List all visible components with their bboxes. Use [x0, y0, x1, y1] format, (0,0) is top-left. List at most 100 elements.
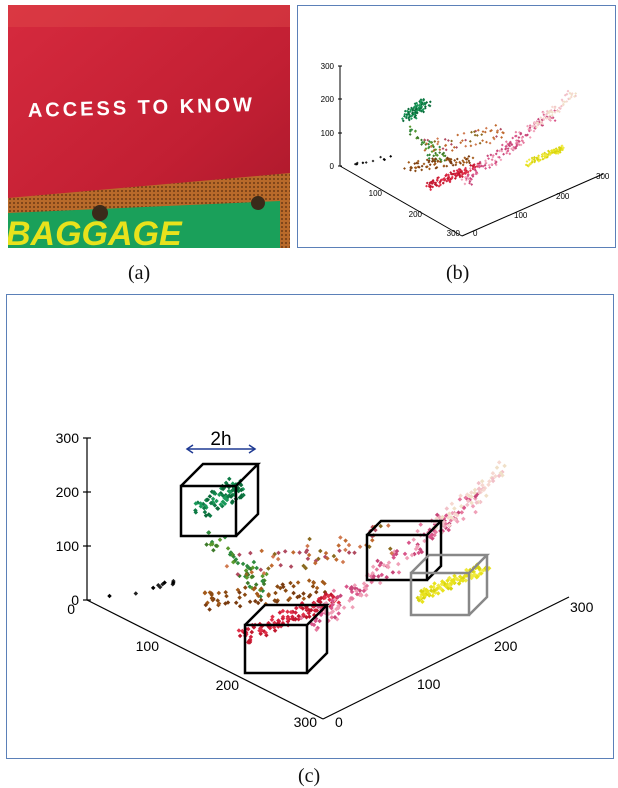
brown-point	[430, 160, 434, 163]
z-tick-c-0: 0	[71, 592, 79, 608]
pink-point	[335, 594, 341, 600]
pink-point	[404, 555, 410, 561]
red-point	[293, 610, 298, 615]
brown-point	[311, 580, 317, 586]
mixed-point	[500, 136, 504, 139]
yellow-point	[439, 581, 445, 587]
pink-point	[467, 177, 471, 181]
pink-point	[504, 140, 508, 144]
pink-light-point	[541, 111, 545, 115]
green-trail-point	[206, 530, 211, 535]
bandwidth-label: 2h	[210, 429, 231, 450]
mixed-point	[340, 559, 346, 565]
black-point	[133, 591, 139, 596]
mixed-point	[438, 148, 442, 152]
mixed-point	[297, 550, 302, 555]
mixed-point	[490, 129, 493, 132]
mixed-point	[462, 131, 466, 135]
pink-point	[468, 179, 472, 183]
mixed-point	[456, 133, 460, 137]
mixed-point	[433, 148, 436, 152]
pink-point	[468, 181, 472, 185]
pink-light-point	[487, 479, 492, 484]
left-tick-b-200: 200	[409, 210, 423, 219]
pink-light-point	[459, 504, 464, 509]
pink-light-point	[532, 124, 536, 128]
green-trail-point	[410, 128, 414, 132]
bandwidth-indicator: 2h	[185, 429, 257, 454]
green-trail-point	[254, 565, 259, 571]
z-tick-b-200: 200	[321, 95, 335, 104]
green-trail-point	[240, 561, 246, 567]
yellow-point	[451, 580, 456, 585]
z-tick-c-100: 100	[56, 538, 80, 554]
pink-point	[457, 497, 463, 502]
green-point	[401, 119, 405, 123]
mixed-point	[278, 563, 283, 568]
pink-point	[536, 117, 540, 121]
brown-point	[414, 166, 418, 170]
green-trail-point	[210, 541, 215, 547]
green-point	[410, 117, 413, 121]
red-point	[444, 174, 448, 178]
scatter-panel-c: 300 200 100 0 0 100 200 300 0 100 200 30…	[6, 294, 614, 759]
pink-light-point	[543, 114, 546, 118]
pink-point	[473, 494, 478, 499]
green-trail-point	[434, 151, 438, 155]
pink-point	[309, 621, 315, 627]
green-point	[230, 499, 235, 504]
red-point	[453, 177, 457, 180]
mixed-point	[269, 563, 274, 568]
pink-point	[519, 132, 523, 136]
green-trail-point	[438, 145, 442, 149]
mixed-point	[282, 549, 288, 554]
yellow-point	[477, 566, 482, 571]
pink-light-point	[566, 89, 570, 93]
mixed-point	[492, 137, 496, 141]
mixed-point	[352, 550, 357, 556]
brown-point	[465, 161, 469, 164]
black-point	[364, 161, 368, 164]
brown-point	[432, 163, 436, 167]
brown-point	[454, 161, 458, 164]
pink-point	[489, 153, 493, 157]
red-point	[461, 172, 465, 175]
mixed-point	[323, 550, 329, 556]
mixed-point	[346, 550, 352, 555]
mixed-point	[444, 148, 448, 152]
mixed-point	[306, 552, 312, 558]
pink-point	[506, 149, 510, 153]
pink-point	[352, 583, 358, 588]
pink-light-point	[486, 482, 491, 488]
mixed-point	[483, 130, 487, 134]
pink-light-point	[440, 514, 445, 520]
pink-point	[553, 119, 557, 123]
z-tick-b-0: 0	[330, 162, 335, 171]
brown-point	[458, 160, 462, 164]
green-point	[422, 97, 426, 101]
yellow-point	[525, 160, 529, 163]
brown-point	[454, 163, 458, 167]
axes-b	[338, 65, 604, 237]
mixed-point	[450, 139, 454, 143]
right-tick-c-100: 100	[417, 676, 441, 692]
black-point	[382, 157, 386, 161]
brown-point	[301, 591, 306, 596]
mixed-point	[502, 131, 505, 135]
yellow-point	[529, 162, 533, 165]
green-point	[423, 106, 427, 110]
z-tick-c-300: 300	[56, 430, 80, 446]
pink-window	[365, 519, 445, 582]
mixed-point	[475, 134, 479, 137]
green-trail-point	[442, 154, 446, 158]
pink-light-point	[476, 480, 481, 486]
arrow-head-right	[248, 444, 257, 454]
green-point	[405, 109, 409, 113]
pink-point	[502, 152, 506, 156]
green-trail-point	[438, 157, 442, 161]
scatter-plot-b: 300 200 100 0 100 200 300 0 100 200 300	[321, 62, 610, 238]
black-point	[361, 161, 365, 165]
pink-light-point	[550, 105, 554, 109]
brown-point	[233, 600, 239, 606]
yellow-point	[432, 581, 437, 586]
